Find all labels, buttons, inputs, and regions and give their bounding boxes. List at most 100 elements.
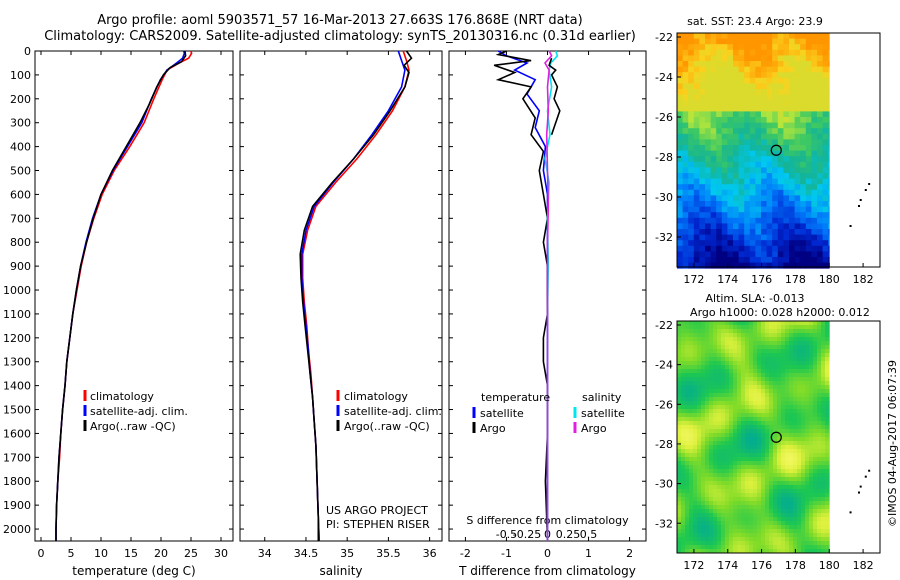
map-cell — [822, 145, 829, 151]
legend-label: satellite-adj. clim. — [344, 405, 442, 418]
y-tick-label: -22 — [655, 319, 673, 332]
map-cell — [677, 465, 682, 470]
map-cell — [755, 212, 762, 219]
map-cell — [829, 393, 830, 398]
map-cell — [781, 441, 786, 446]
map-cell — [828, 161, 830, 168]
map-cell — [811, 217, 818, 224]
map-cell — [693, 521, 698, 526]
map-cell — [829, 325, 830, 330]
map-cell — [725, 397, 730, 402]
map-cell — [729, 449, 734, 454]
map-cell — [755, 245, 762, 252]
map-cell — [800, 184, 807, 191]
map-cell — [721, 139, 728, 146]
map-cell — [797, 433, 802, 438]
map-cell — [822, 234, 829, 241]
map-cell — [709, 373, 714, 378]
map-cell — [755, 201, 762, 207]
map-cell — [733, 545, 738, 550]
map-cell — [725, 517, 730, 522]
map-cell — [773, 397, 778, 402]
map-cell — [781, 381, 786, 386]
map-cell — [813, 501, 818, 506]
map-cell — [701, 493, 706, 498]
map-cell — [677, 234, 683, 241]
map-cell — [701, 509, 706, 514]
map-cell — [801, 341, 806, 346]
map-cell — [828, 38, 830, 45]
map-cell — [828, 240, 830, 247]
map-cell — [765, 513, 770, 518]
map-cell — [693, 161, 700, 168]
map-cell — [699, 212, 706, 219]
map-cell — [794, 189, 801, 196]
y-tick-label: 1200 — [3, 332, 31, 345]
y-tick-label: 1800 — [3, 475, 31, 488]
map-cell — [745, 429, 750, 434]
map-cell — [693, 133, 700, 140]
x-axis-label: temperature (deg C) — [72, 564, 195, 578]
map-cell — [693, 217, 700, 224]
map-cell — [697, 401, 702, 406]
map-cell — [677, 111, 683, 118]
map-cell — [811, 83, 818, 90]
map-cell — [701, 445, 706, 450]
map-cell — [701, 357, 706, 362]
map-cell — [733, 481, 738, 486]
map-cell — [809, 457, 814, 462]
map-cell — [697, 385, 702, 390]
map-cell — [785, 537, 790, 542]
map-cell — [777, 44, 784, 51]
map-cell — [745, 417, 750, 422]
map-cell — [737, 457, 742, 462]
map-cell — [761, 457, 766, 462]
map-cell — [729, 493, 734, 498]
map-cell — [745, 365, 750, 370]
map-cell — [757, 357, 762, 362]
map-cell — [800, 178, 807, 185]
sla-map-frame — [676, 320, 881, 554]
map-cell — [805, 240, 812, 247]
map-cell — [785, 413, 790, 418]
map-cell — [809, 521, 814, 526]
map-cell — [825, 429, 830, 434]
map-cell — [817, 513, 822, 518]
map-cell — [693, 381, 698, 386]
map-cell — [701, 485, 706, 490]
map-cell — [800, 100, 807, 107]
map-cell — [777, 184, 784, 191]
map-cell — [705, 381, 710, 386]
map-cell — [829, 505, 830, 510]
map-cell — [797, 513, 802, 518]
map-cell — [829, 357, 830, 362]
map-cell — [817, 357, 822, 362]
map-cell — [677, 505, 682, 510]
map-cell — [797, 421, 802, 426]
map-cell — [685, 325, 690, 330]
map-cell — [753, 409, 758, 414]
y-tick-label: 1900 — [3, 499, 31, 512]
map-cell — [738, 72, 745, 79]
map-cell — [757, 385, 762, 390]
map-cell — [772, 257, 779, 263]
map-cell — [744, 189, 751, 196]
map-cell — [749, 167, 756, 174]
map-cell — [781, 493, 786, 498]
map-cell — [801, 409, 806, 414]
map-cell — [741, 361, 746, 366]
map-cell — [772, 262, 779, 269]
map-cell — [721, 433, 726, 438]
x-tick-label-S: 0.25 — [556, 528, 581, 541]
map-cell — [677, 545, 682, 550]
map-cell — [828, 251, 830, 258]
map-cell — [766, 105, 773, 112]
map-cell — [805, 353, 810, 358]
map-cell — [817, 337, 822, 342]
map-cell — [801, 537, 806, 542]
map-cell — [753, 477, 758, 482]
map-cell — [705, 122, 711, 129]
map-cell — [689, 453, 694, 458]
map-cell — [817, 61, 823, 67]
map-cell — [705, 189, 711, 196]
